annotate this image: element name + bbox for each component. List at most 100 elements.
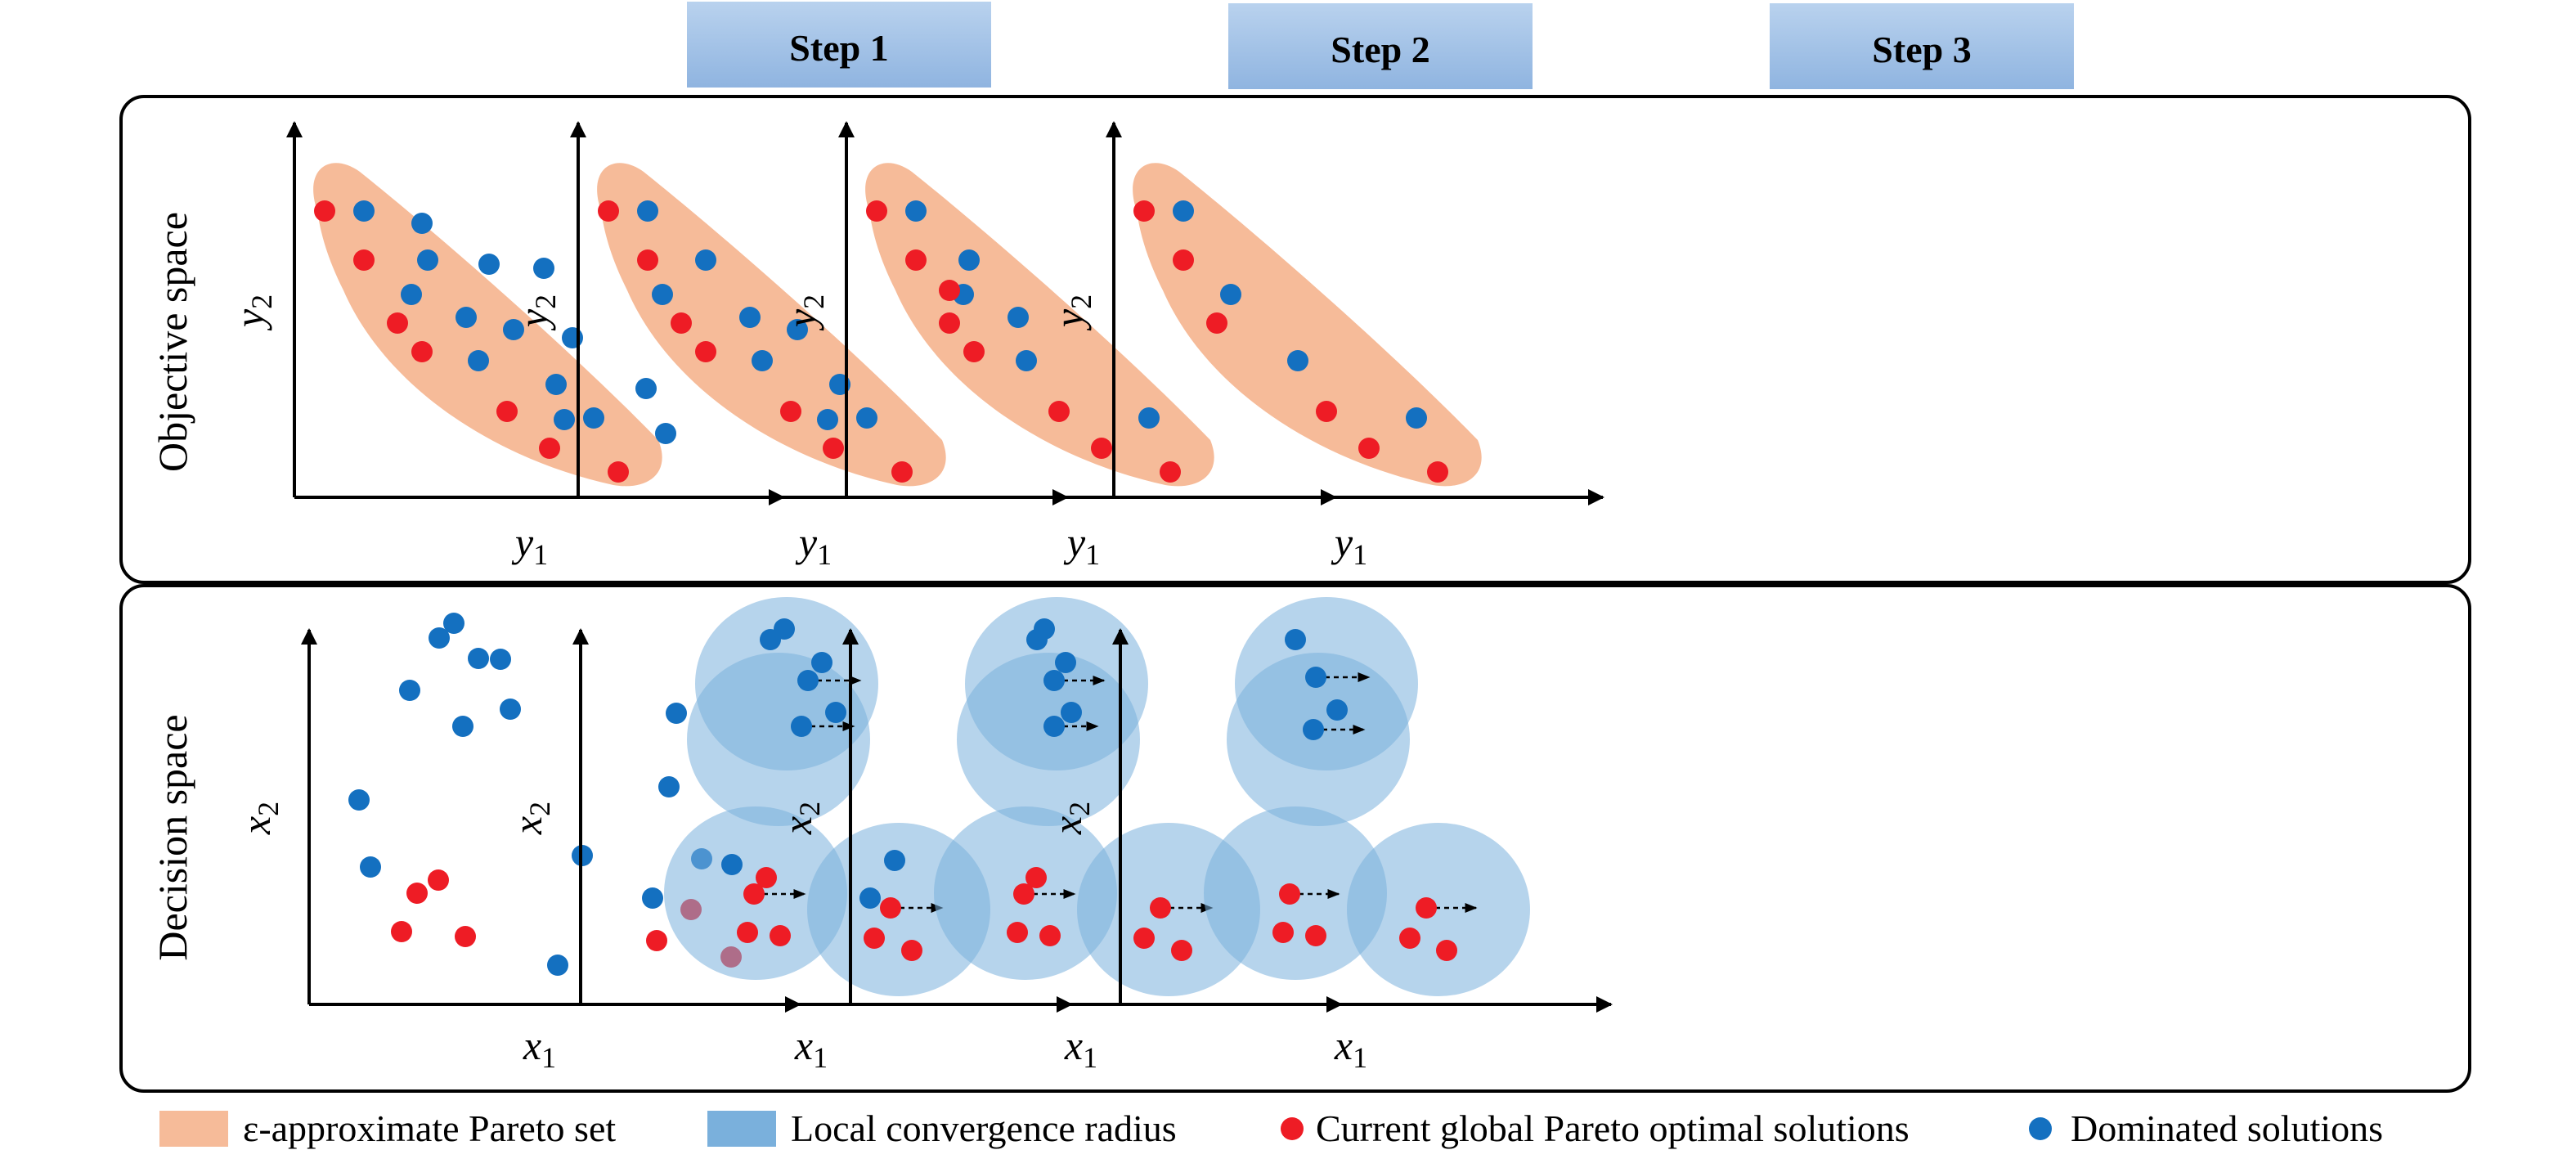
dominated-solution-dot <box>791 716 812 737</box>
optimal-solution-dot <box>391 921 412 942</box>
step-header-3: Step 3 <box>1770 3 2074 89</box>
x-axis-label: x1 <box>794 1022 828 1074</box>
dominated-solution-dot <box>360 856 381 878</box>
pareto-set-band <box>313 163 662 487</box>
optimal-solution-dot <box>1025 867 1047 888</box>
dominated-solution-dot <box>1043 670 1065 691</box>
dominated-solution-dot <box>958 249 980 271</box>
optimal-solution-dot <box>1358 438 1380 459</box>
dominated-solution-dot <box>774 618 795 640</box>
dominated-solution-dot <box>1303 719 1324 740</box>
optimal-solution-dot <box>743 883 765 905</box>
optimal-solution-dot <box>880 897 901 919</box>
optimal-solution-dot <box>1399 928 1420 949</box>
y-axis-label: x2 <box>774 802 826 835</box>
dominated-solution-dot <box>637 200 658 222</box>
dominated-solution-dot <box>652 284 673 305</box>
x-axis-label: x1 <box>523 1022 556 1074</box>
dominated-solution-dot <box>658 776 680 797</box>
optimal-solution-dot <box>963 341 985 362</box>
dominated-solution-dot <box>547 955 568 976</box>
decision-space-panel <box>119 584 2471 1093</box>
optimal-solution-dot <box>1206 312 1227 334</box>
x-axis-label: x1 <box>1334 1022 1367 1074</box>
optimal-solution-dot <box>891 461 913 483</box>
optimal-solution-dot <box>411 341 433 362</box>
dominated-solution-dot <box>1008 307 1029 328</box>
legend-item-optimal: Current global Pareto optimal solutions <box>1281 1107 1910 1149</box>
y-axis-label: y2 <box>779 294 830 331</box>
optimal-solution-dot <box>905 249 927 271</box>
step-header-2: Step 2 <box>1228 3 1533 89</box>
dominated-solution-dot <box>752 350 773 371</box>
optimal-solution-dot <box>671 312 692 334</box>
x-axis-label: x1 <box>1064 1022 1097 1074</box>
dominated-solution-dot <box>456 307 477 328</box>
optimal-solution-dot <box>637 249 658 271</box>
optimal-solution-dot <box>1436 940 1457 961</box>
optimal-solution-dot <box>1091 438 1112 459</box>
dominated-solution-dot <box>1326 699 1348 721</box>
pareto-set-band <box>597 163 946 487</box>
optimal-solution-dot <box>695 341 716 362</box>
optimal-solution-dot <box>455 926 476 947</box>
dominated-solution-dot <box>533 258 554 279</box>
dominated-solution-dot <box>739 307 761 328</box>
dominated-solution-dot <box>642 887 663 909</box>
dominated-solution-dot <box>1034 618 1055 640</box>
dominated-solution-dot <box>787 319 808 340</box>
dominated-solution-dot <box>503 319 524 340</box>
convergence-radius-circle <box>1347 823 1530 996</box>
dominated-solution-dot <box>411 213 433 234</box>
x-axis-label: y1 <box>1331 519 1367 571</box>
dominated-solution-dot <box>817 409 838 430</box>
legend-item-radius: Local convergence radius <box>707 1107 1177 1149</box>
optimal-solution-dot <box>1416 897 1437 919</box>
dominated-solution-dot <box>1061 702 1082 723</box>
optimal-solution-dot <box>1160 461 1181 483</box>
objective-space-label: Objective space <box>150 212 195 472</box>
dominated-solution-dot <box>490 649 511 670</box>
dominated-solution-dot <box>401 284 422 305</box>
y-axis-label: y2 <box>510 294 562 331</box>
optimal-solution-dot <box>608 461 629 483</box>
dominated-solution-dot <box>884 850 905 871</box>
optimal-solution-dot <box>780 401 801 422</box>
optimal-solution-dot <box>1171 940 1192 961</box>
legend-label-radius: Local convergence radius <box>791 1107 1177 1149</box>
optimal-solution-dot <box>939 280 960 301</box>
optimal-solution-dot <box>1272 922 1294 943</box>
dominated-solution-dot <box>825 702 846 723</box>
dominated-solution-dot <box>721 854 743 875</box>
x-axis-label: y1 <box>511 519 548 571</box>
optimal-solution-dot <box>539 438 560 459</box>
optimal-solution-dot <box>1039 925 1061 946</box>
dominated-solution-dot <box>348 789 370 811</box>
y-axis-label: x2 <box>1044 802 1096 835</box>
optimal-solution-dot <box>1133 928 1155 949</box>
dominated-solution-dot <box>666 703 687 724</box>
optimal-solution-dot <box>1427 461 1448 483</box>
optimal-solution-dot <box>314 200 335 222</box>
optimal-solution-dot <box>1173 249 1194 271</box>
dominated-solution-dot <box>545 374 567 395</box>
dominated-solution-dot <box>1043 716 1065 737</box>
optimal-solution-dot <box>1279 883 1300 905</box>
dominated-solution-dot <box>655 423 676 444</box>
legend-item-pareto-set: ε-approximate Pareto set <box>159 1107 616 1149</box>
dominated-solution-dot <box>562 327 583 348</box>
y-axis-label: x2 <box>233 802 285 835</box>
y-axis-label: x2 <box>505 802 556 835</box>
optimal-solution-dot <box>428 869 449 891</box>
optimal-solution-dot <box>864 928 885 949</box>
x-axis-label: y1 <box>795 519 832 571</box>
dominated-solution-dot <box>1285 629 1306 650</box>
optimal-solution-dot <box>387 312 408 334</box>
optimal-solution-dot <box>756 867 777 888</box>
objective-plot-step-3: y1 y2 <box>1046 121 1604 571</box>
dominated-solution-dot <box>478 254 500 275</box>
decision-plot-step-2: x1 x2 <box>774 597 1343 1074</box>
optimal-solution-dot <box>496 401 518 422</box>
dominated-solution-dot <box>353 200 375 222</box>
step-header-1: Step 1 <box>687 2 991 88</box>
